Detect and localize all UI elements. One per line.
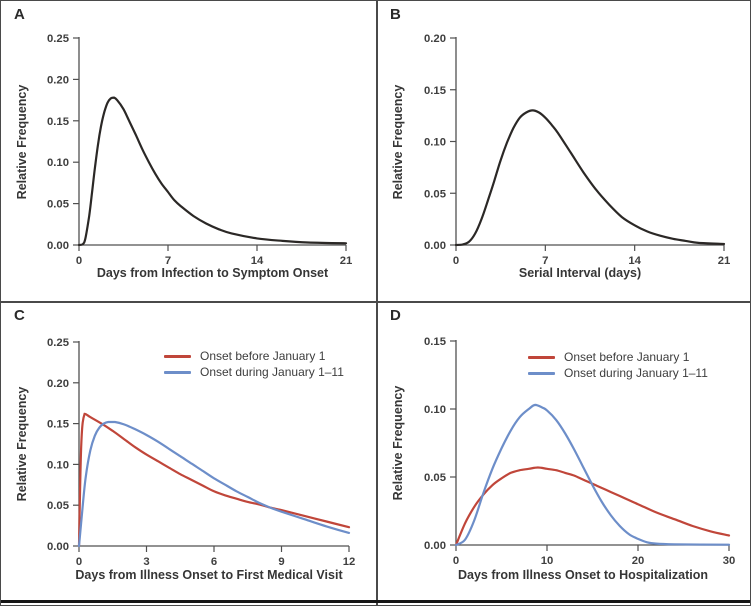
panel-b: 0.00 0.05 0.10 0.15 0.20 0 7 14 21 B Relative Fr…	[377, 1, 750, 301]
panel-c-letter: C	[14, 307, 26, 324]
legend-label: Onset before January 1	[564, 350, 690, 364]
panel-d-plot: 0.00 0.05 0.10 0.15 0 10 20 30	[424, 336, 736, 567]
panel-b-y-axis-title: Relative Frequency	[391, 84, 405, 200]
x-tick-label: 14	[628, 255, 641, 267]
x-tick-label: 0	[76, 556, 82, 568]
panel-d-y-axis-title: Relative Frequency	[391, 385, 405, 501]
legend-label: Onset before January 1	[200, 349, 326, 363]
y-tick-label: 0.10	[424, 137, 446, 149]
y-tick-label: 0.10	[424, 404, 446, 416]
panel-d-x-axis-title: Days from Illness Onset to Hospitalizati…	[457, 568, 709, 582]
x-tick-label: 3	[143, 556, 149, 568]
panel-a-y-axis-title: Relative Frequency	[15, 84, 29, 200]
x-tick-label: 20	[632, 555, 645, 567]
curve-onset-during-january-1-11	[454, 403, 731, 547]
x-tick-label: 21	[718, 255, 731, 267]
blue-line-swatch	[528, 372, 555, 375]
x-tick-label: 30	[723, 555, 736, 567]
curve-onset-during-january-1-11	[77, 420, 351, 548]
panel-a-letter: A	[14, 6, 26, 23]
y-tick-label: 0.20	[47, 378, 69, 390]
x-tick-label: 14	[251, 255, 264, 267]
y-tick-label: 0.00	[424, 540, 446, 552]
y-tick-label: 0.15	[47, 419, 69, 431]
y-tick-label: 0.15	[424, 336, 446, 348]
panel-c-plot: 0.00 0.05 0.10 0.15 0.20 0.25 0 3 6 9 12	[47, 337, 356, 568]
y-tick-label: 0.10	[47, 459, 69, 471]
panel-d: 0.00 0.05 0.10 0.15 0 10 20 30 D Relative Frequ…	[377, 302, 750, 605]
legend-item: Onset during January 1–11	[528, 367, 708, 380]
y-tick-label: 0.05	[47, 500, 69, 512]
legend-item: Onset before January 1	[164, 350, 344, 363]
panel-c-legend: Onset before January 1 Onset during Janu…	[164, 350, 344, 379]
legend-label: Onset during January 1–11	[564, 366, 708, 380]
panel-d-legend: Onset before January 1 Onset during Janu…	[528, 351, 708, 380]
y-tick-label: 0.05	[424, 188, 446, 200]
x-tick-label: 6	[211, 556, 217, 568]
curve-onset-before-january-1	[77, 412, 351, 548]
panel-a-x-axis-title: Days from Infection to Symptom Onset	[96, 266, 329, 280]
y-tick-label: 0.05	[424, 472, 446, 484]
vertical-divider	[376, 1, 378, 605]
blue-line-swatch	[164, 371, 191, 374]
panel-c: 0.00 0.05 0.10 0.15 0.20 0.25 0 3 6 9 12 C Relativ…	[1, 302, 376, 605]
distribution-curve	[454, 109, 726, 247]
y-tick-label: 0.05	[47, 199, 69, 211]
x-tick-label: 7	[165, 255, 171, 267]
y-tick-label: 0.00	[47, 240, 69, 252]
panel-c-y-axis-title: Relative Frequency	[15, 386, 29, 502]
x-tick-label: 0	[76, 255, 82, 267]
red-line-swatch	[528, 356, 555, 359]
legend-label: Onset during January 1–11	[200, 365, 344, 379]
x-tick-label: 10	[541, 555, 554, 567]
y-tick-label: 0.00	[424, 240, 446, 252]
panel-b-x-axis-title: Serial Interval (days)	[518, 266, 642, 280]
x-tick-label: 0	[453, 255, 459, 267]
y-tick-label: 0.20	[47, 74, 69, 86]
x-tick-label: 9	[278, 556, 284, 568]
y-tick-label: 0.20	[424, 33, 446, 45]
y-tick-label: 0.25	[47, 337, 69, 349]
x-tick-label: 21	[340, 255, 353, 267]
x-tick-label: 0	[453, 555, 459, 567]
horizontal-divider	[1, 301, 750, 303]
panel-a: 0.00 0.05 0.10 0.15 0.20 0.25 0 7 14 21 A Relativ…	[1, 1, 376, 301]
panel-c-x-axis-title: Days from Illness Onset to First Medical…	[75, 568, 343, 582]
panel-d-letter: D	[390, 307, 402, 324]
y-tick-label: 0.25	[47, 33, 69, 45]
distribution-curve	[77, 96, 348, 247]
y-tick-label: 0.10	[47, 157, 69, 169]
red-line-swatch	[164, 355, 191, 358]
panel-b-letter: B	[390, 6, 402, 23]
y-tick-label: 0.15	[47, 116, 69, 128]
panel-a-plot: 0.00 0.05 0.10 0.15 0.20 0.25 0 7 14 21	[47, 33, 353, 267]
bottom-rule	[1, 600, 750, 603]
curve-onset-before-january-1	[454, 466, 731, 547]
y-tick-label: 0.15	[424, 85, 446, 97]
panel-b-plot: 0.00 0.05 0.10 0.15 0.20 0 7 14 21	[424, 33, 731, 267]
y-tick-label: 0.00	[47, 541, 69, 553]
x-tick-label: 12	[343, 556, 356, 568]
legend-item: Onset before January 1	[528, 351, 708, 364]
legend-item: Onset during January 1–11	[164, 366, 344, 379]
x-tick-label: 7	[542, 255, 548, 267]
